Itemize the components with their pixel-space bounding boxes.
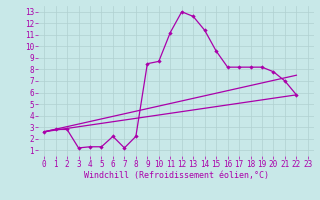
X-axis label: Windchill (Refroidissement éolien,°C): Windchill (Refroidissement éolien,°C): [84, 171, 268, 180]
